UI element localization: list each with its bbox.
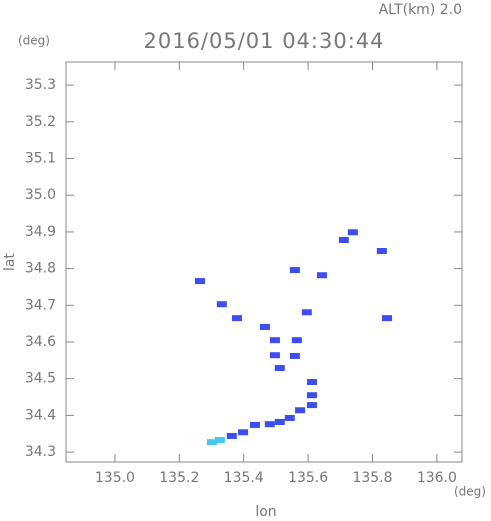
radar-echo [289, 352, 300, 359]
x-tick-label: 136.0 [417, 470, 457, 486]
x-tick-label: 135.4 [224, 470, 264, 486]
radar-echo [306, 392, 317, 399]
y-unit: (deg) [18, 34, 50, 48]
radar-echo [216, 301, 227, 308]
radar-echo [206, 439, 217, 446]
x-label: lon [255, 504, 276, 520]
y-tick-label: 34.7 [25, 297, 56, 313]
radar-echo [226, 432, 237, 439]
x-tick-label: 135.8 [352, 470, 392, 486]
radar-echo [238, 429, 249, 436]
radar-echo [306, 379, 317, 385]
y-tick-label: 35.0 [25, 187, 56, 203]
radar-echo [214, 436, 225, 443]
y-tick-label: 34.9 [25, 224, 56, 240]
radar-echo [316, 272, 327, 279]
y-tick-label: 34.8 [25, 261, 56, 277]
x-unit: (deg) [454, 485, 486, 499]
subtitle: ALT(km) 2.0 [379, 2, 462, 18]
radar-echo [347, 229, 358, 236]
radar-echo [295, 407, 306, 414]
x-tick-label: 135.2 [159, 470, 199, 486]
chart-title: 2016/05/01 04:30:44 [143, 29, 384, 53]
radar-echo [306, 402, 317, 409]
radar-echo [284, 414, 295, 421]
x-tick-label: 135.6 [288, 470, 328, 486]
radar-echo [376, 247, 387, 254]
radar-echo [269, 337, 280, 344]
y-tick-label: 34.3 [25, 444, 56, 460]
y-label: lat [2, 253, 18, 271]
radar-echo [194, 278, 205, 285]
y-tick-label: 34.6 [25, 334, 56, 350]
y-tick-label: 35.1 [25, 151, 56, 167]
radar-echo [249, 421, 260, 428]
y-tick-label: 34.4 [25, 407, 56, 423]
y-tick-label: 35.3 [25, 77, 56, 93]
y-tick-label: 35.2 [25, 114, 56, 130]
radar-echo [291, 337, 302, 344]
plot-frame [65, 61, 463, 463]
radar-echo [301, 309, 312, 316]
radar-echo [269, 352, 280, 359]
radar-echo [264, 421, 275, 428]
radar-echo [338, 236, 349, 243]
radar-echo [289, 267, 300, 274]
radar-echo [274, 365, 285, 372]
y-tick-label: 34.5 [25, 371, 56, 387]
radar-echo [259, 323, 270, 330]
radar-echo [381, 315, 392, 322]
radar-echo [231, 315, 242, 322]
radar-echo [274, 419, 285, 425]
x-tick-label: 135.0 [95, 470, 135, 486]
